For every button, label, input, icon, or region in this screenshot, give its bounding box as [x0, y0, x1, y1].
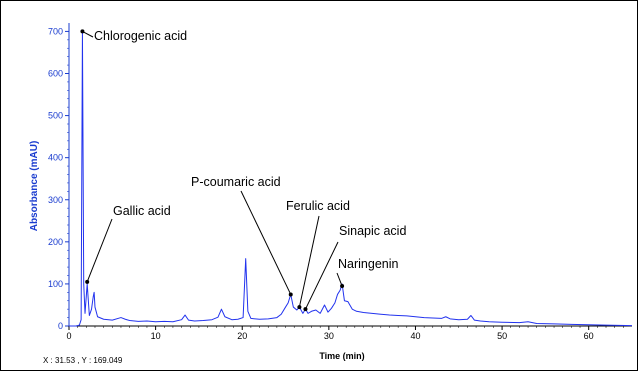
y-tick-label: 600: [48, 69, 63, 79]
y-tick-label: 400: [48, 153, 63, 163]
annotation-leader-line: [305, 241, 339, 310]
annotation-layer: Chlorogenic acid Gallic acid P-coumaric ac…: [80, 29, 406, 312]
annotation-label: Gallic acid: [113, 204, 171, 218]
annotation-label: Naringenin: [338, 257, 399, 271]
annotation-label: Ferulic acid: [286, 199, 350, 213]
y-axis-title: Absorbance (mAU): [29, 141, 40, 232]
y-tick-label: 300: [48, 195, 63, 205]
annotation-peak-marker: [80, 29, 85, 34]
chromatogram-trace: [69, 30, 633, 327]
annotation-peak-marker: [288, 292, 293, 297]
annotation-leader-line: [86, 218, 113, 282]
x-tick-label: 30: [324, 331, 334, 341]
cursor-readout: X : 31.53 , Y : 169.049: [43, 356, 123, 365]
x-tick-label: 0: [66, 331, 71, 341]
series-layer: [69, 30, 633, 327]
y-tick-label: 200: [48, 237, 63, 247]
annotation-peak-marker: [340, 284, 345, 289]
x-tick-label: 10: [151, 331, 161, 341]
annotation-label: Chlorogenic acid: [94, 29, 187, 43]
annotation-peak-marker: [297, 305, 302, 310]
annotation-leader-line: [298, 215, 320, 308]
x-tick-label: 40: [410, 331, 420, 341]
annotation-peak-marker: [303, 307, 308, 312]
x-tick-label: 60: [584, 331, 594, 341]
y-tick-label: 500: [48, 111, 63, 121]
annotation-leader-line: [336, 272, 343, 287]
tick-labels: 0 100 200 300 400 500 600 700 0 10 20 30 40 50 60: [48, 26, 594, 341]
annotation-leader-line: [240, 190, 292, 295]
annotation-label: P-coumaric acid: [191, 175, 281, 189]
x-axis-title: Time (min): [319, 351, 364, 361]
annotation-peak-marker: [85, 279, 90, 284]
x-tick-label: 20: [237, 331, 247, 341]
y-tick-label: 0: [58, 321, 63, 331]
y-tick-label: 100: [48, 279, 63, 289]
axes: [65, 23, 632, 330]
annotation-label: Sinapic acid: [339, 224, 406, 238]
y-tick-label: 700: [48, 26, 63, 36]
x-tick-label: 50: [497, 331, 507, 341]
